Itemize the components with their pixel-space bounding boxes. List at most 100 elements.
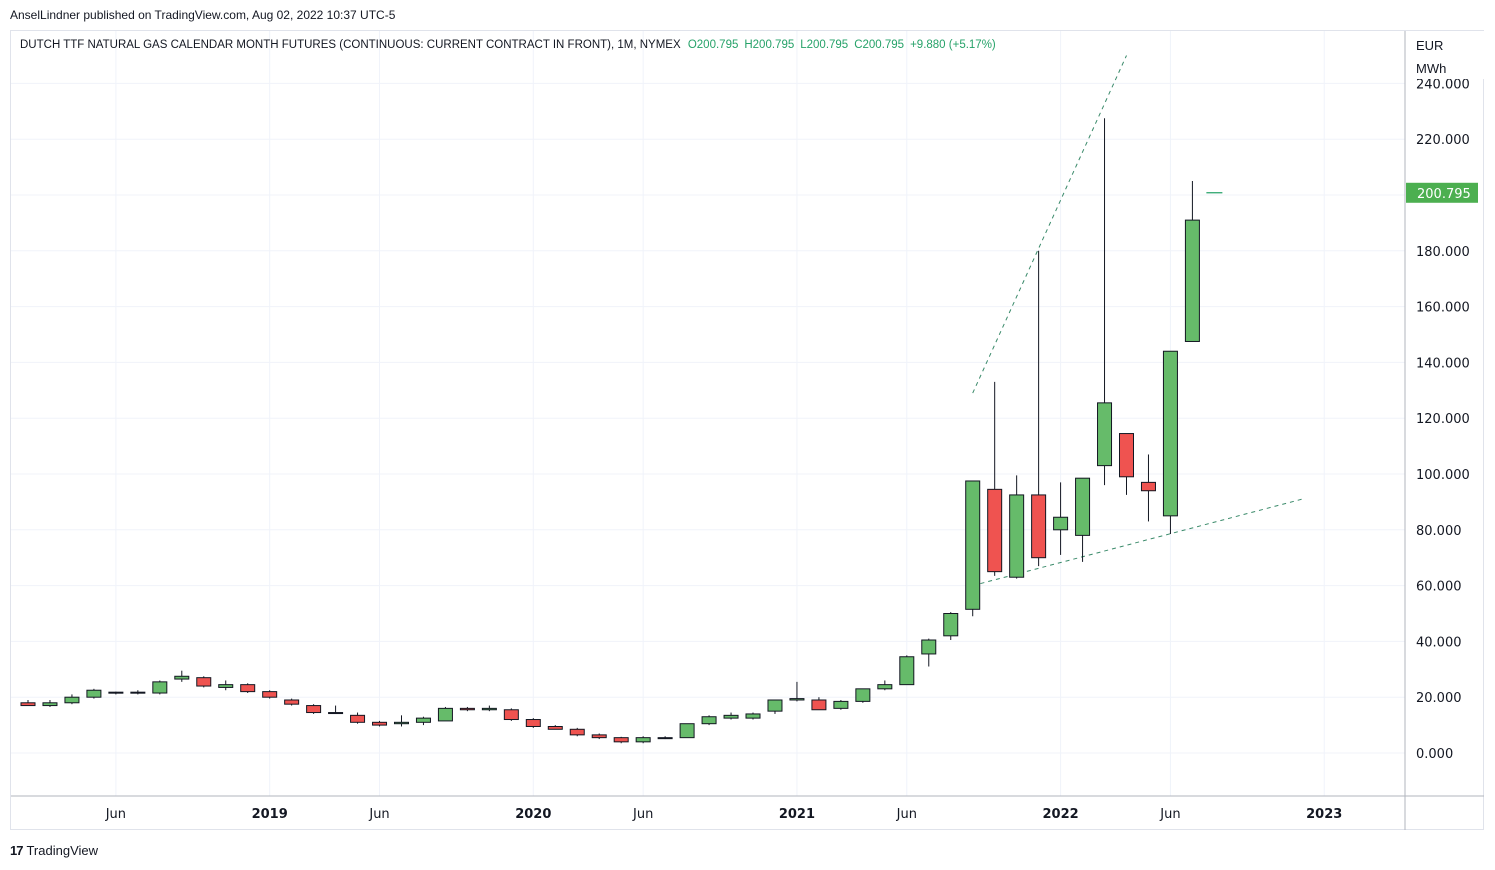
candle bbox=[262, 690, 278, 699]
candle bbox=[547, 725, 563, 730]
candle bbox=[877, 680, 893, 691]
trendline bbox=[972, 498, 1303, 587]
y-tick-label: 180.000 bbox=[1416, 245, 1470, 260]
candle-body bbox=[20, 702, 36, 707]
trendline bbox=[972, 55, 1127, 394]
candle-body bbox=[877, 684, 893, 690]
candle-body bbox=[218, 684, 234, 688]
candle bbox=[284, 698, 300, 706]
y-tick-label: 120.000 bbox=[1416, 412, 1470, 427]
candle bbox=[503, 708, 519, 721]
y-tick-label: 240.000 bbox=[1416, 77, 1470, 92]
symbol-legend: DUTCH TTF NATURAL GAS CALENDAR MONTH FUT… bbox=[20, 39, 1002, 51]
candle bbox=[1053, 482, 1069, 555]
x-tick-label: 2021 bbox=[779, 807, 815, 822]
candle-body bbox=[503, 709, 519, 721]
candle bbox=[20, 699, 36, 707]
candle bbox=[393, 715, 409, 727]
candle bbox=[64, 694, 80, 705]
candle-body bbox=[328, 712, 344, 715]
candle bbox=[1031, 250, 1047, 567]
x-tick-label: 2019 bbox=[252, 807, 288, 822]
candle-body bbox=[1075, 477, 1091, 536]
candle bbox=[372, 720, 388, 727]
candle-body bbox=[350, 714, 366, 723]
candle bbox=[1119, 433, 1134, 495]
candle-body bbox=[569, 728, 585, 736]
candle bbox=[415, 716, 431, 726]
candle-body bbox=[1162, 350, 1178, 517]
candles bbox=[20, 118, 1223, 744]
candle-body bbox=[833, 700, 849, 709]
candle bbox=[328, 705, 344, 715]
y-tick-label: 80.000 bbox=[1416, 524, 1462, 539]
candle-body bbox=[459, 707, 475, 711]
x-tick-label: 2020 bbox=[515, 807, 551, 822]
candle-body bbox=[635, 737, 651, 743]
candle-body bbox=[811, 699, 827, 711]
candle bbox=[679, 723, 695, 739]
brand-name: TradingView bbox=[26, 843, 99, 858]
y-tick-label: 0.000 bbox=[1416, 747, 1453, 762]
candle bbox=[767, 699, 783, 714]
y-tick-label: 40.000 bbox=[1416, 635, 1462, 650]
candle-body bbox=[745, 713, 761, 719]
candle bbox=[240, 683, 256, 694]
candle-body bbox=[613, 737, 629, 743]
y-tick-label: 140.000 bbox=[1416, 356, 1470, 371]
x-tick-label: 2022 bbox=[1042, 807, 1078, 822]
candle-body bbox=[855, 688, 871, 702]
candle-body bbox=[393, 721, 409, 725]
candle bbox=[42, 699, 58, 707]
candle-body bbox=[723, 714, 739, 719]
candle bbox=[306, 704, 322, 714]
low-value: L200.795 bbox=[800, 39, 849, 51]
candle-body bbox=[1097, 402, 1113, 467]
footer-brand[interactable]: 17 TradingView bbox=[10, 843, 98, 858]
candle bbox=[1184, 181, 1200, 342]
candle-body bbox=[240, 684, 256, 693]
axes: 240.000 220.000 180.000 160.000 140.000 120.0… bbox=[11, 31, 1484, 830]
grid-lines bbox=[11, 31, 1405, 796]
change-value: +9.880 (+5.17%) bbox=[910, 39, 996, 51]
candle-body bbox=[965, 480, 981, 610]
candle-body bbox=[679, 723, 695, 739]
candle bbox=[745, 712, 761, 720]
candle bbox=[569, 727, 585, 737]
x-tick-label: 2023 bbox=[1306, 807, 1342, 822]
candle bbox=[701, 715, 717, 726]
candle-body bbox=[1140, 481, 1156, 492]
candle bbox=[657, 736, 673, 740]
candle bbox=[130, 690, 146, 695]
candle bbox=[86, 688, 102, 699]
candle-body bbox=[1184, 219, 1200, 342]
candle bbox=[943, 612, 959, 641]
high-value: H200.795 bbox=[744, 39, 795, 51]
candle bbox=[525, 718, 541, 728]
candle-body bbox=[481, 707, 497, 711]
chart-frame bbox=[10, 30, 1484, 830]
last-price-badge bbox=[1406, 182, 1478, 203]
candle-body bbox=[547, 725, 563, 730]
unit-currency: EUR bbox=[1416, 38, 1444, 53]
candle-body bbox=[64, 696, 80, 704]
candle bbox=[833, 699, 849, 710]
candle-body bbox=[525, 719, 541, 727]
tradingview-logo-icon: 17 bbox=[10, 843, 24, 858]
candle-body bbox=[987, 488, 1003, 573]
publisher-attribution: AnselLindner published on TradingView.co… bbox=[10, 8, 396, 22]
candle bbox=[613, 736, 629, 744]
unit-label-backdrop bbox=[1406, 31, 1484, 79]
candle bbox=[965, 480, 981, 617]
candle bbox=[811, 697, 827, 711]
candle bbox=[1162, 350, 1178, 534]
candle-body bbox=[174, 675, 190, 680]
candle bbox=[921, 638, 937, 667]
candle-body bbox=[306, 705, 322, 714]
candle bbox=[174, 670, 190, 682]
candle-body bbox=[701, 716, 717, 725]
y-tick-label: 220.000 bbox=[1416, 133, 1470, 148]
candle-body bbox=[657, 737, 673, 740]
open-value: O200.795 bbox=[687, 39, 739, 51]
